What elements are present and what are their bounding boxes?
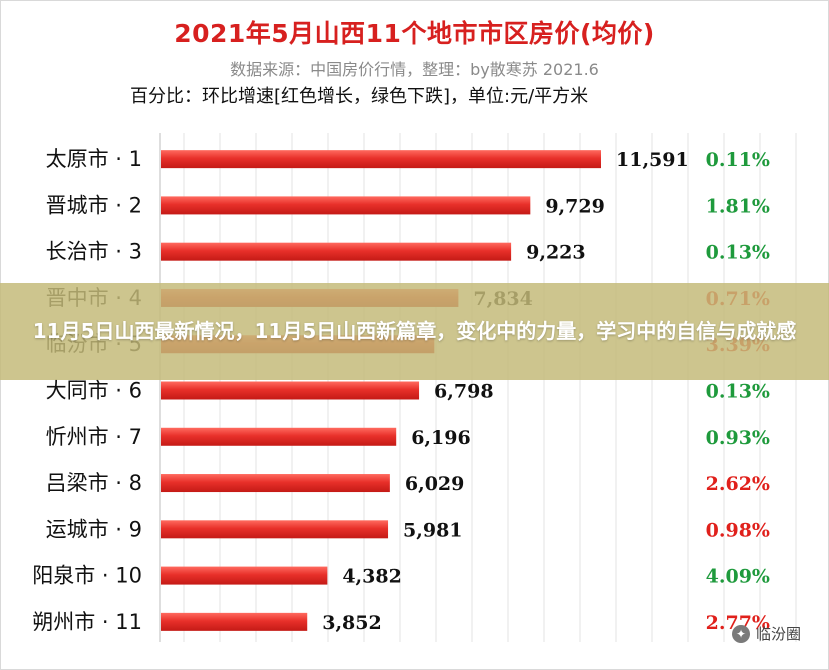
value-label: 6,029 [405, 473, 465, 495]
percent-label: 0.11% [706, 149, 770, 171]
value-label: 6,798 [434, 381, 494, 403]
value-label: 4,382 [342, 566, 402, 588]
value-label: 5,981 [403, 519, 463, 541]
value-label: 11,591 [616, 149, 689, 171]
category-label: 长治市 · 3 [46, 240, 142, 264]
chart-subtitle: 数据来源：中国房价行情，整理：by散寒苏 2021.6 [230, 60, 599, 79]
category-label: 大同市 · 6 [46, 379, 142, 403]
category-label: 忻州市 · 7 [46, 425, 142, 449]
watermark-text: 临汾圈 [755, 625, 801, 643]
wechat-icon: ✦ [731, 624, 750, 643]
percent-label: 0.98% [706, 519, 770, 541]
bar [161, 427, 397, 446]
percent-label: 0.93% [706, 427, 770, 449]
bar [161, 474, 390, 493]
headline-banner: 11月5日山西最新情况，11月5日山西新篇章，变化中的力量，学习中的自信与成就感 [0, 283, 829, 380]
category-label: 吕梁市 · 8 [46, 471, 142, 495]
chart-note: 百分比：环比增速[红色增长，绿色下跌]，单位:元/平方米 [130, 86, 589, 107]
percent-label: 2.77% [706, 612, 770, 634]
watermark: ✦ 临汾圈 [731, 623, 801, 644]
bar [161, 520, 389, 539]
bar [161, 150, 601, 169]
category-label: 太原市 · 1 [46, 147, 142, 171]
value-label: 6,196 [411, 427, 471, 449]
bar [161, 612, 308, 631]
percent-label: 0.13% [706, 242, 770, 264]
headline-text: 11月5日山西最新情况，11月5日山西新篇章，变化中的力量，学习中的自信与成就感 [32, 319, 797, 343]
bar [161, 381, 420, 400]
value-label: 9,729 [545, 195, 605, 217]
category-label: 晋城市 · 2 [46, 193, 142, 217]
percent-label: 1.81% [706, 195, 770, 217]
percent-label: 0.13% [706, 381, 770, 403]
value-label: 9,223 [526, 242, 586, 264]
percent-label: 4.09% [706, 566, 770, 588]
category-label: 阳泉市 · 10 [32, 564, 142, 588]
value-label: 3,852 [322, 612, 382, 634]
chart-title: 2021年5月山西11个地市市区房价(均价) [174, 19, 655, 48]
bar [161, 242, 512, 261]
percent-label: 2.62% [706, 473, 770, 495]
bar [161, 566, 328, 585]
category-label: 朔州市 · 11 [32, 610, 142, 634]
bar [161, 196, 531, 215]
category-label: 运城市 · 9 [46, 517, 142, 541]
